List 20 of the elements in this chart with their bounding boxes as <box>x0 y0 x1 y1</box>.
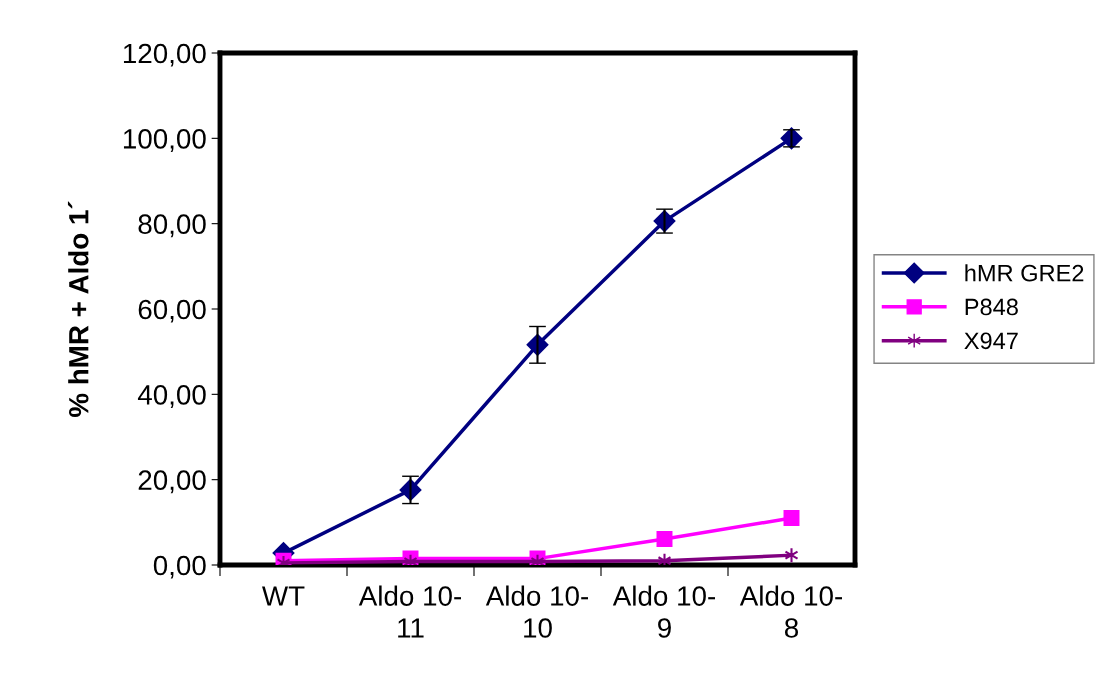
x-tick-label: Aldo 10- 8 <box>739 585 842 638</box>
y-tick-label: 60,00 <box>138 299 206 323</box>
x-tick-label: WT <box>262 586 305 606</box>
point <box>783 510 800 527</box>
point <box>657 552 672 565</box>
legend-label: X947 <box>964 332 1018 350</box>
legend-label: hMR GRE2 <box>965 264 1084 282</box>
y-tick-label: 40,00 <box>137 385 206 408</box>
x-tick-label: Aldo 10- 9 <box>612 585 715 638</box>
x-tick-label: Aldo 10- 11 <box>358 585 461 638</box>
y-tick-label: 20,00 <box>138 470 206 494</box>
point <box>656 530 673 547</box>
y-axis-title: % hMR + Aldo 1´ <box>67 201 89 417</box>
y-tick-label: 120,00 <box>123 43 206 67</box>
x-tick-label: Aldo 10- 10 <box>485 585 588 638</box>
point <box>784 547 799 564</box>
y-tick-label: 100,00 <box>123 129 206 152</box>
legend-label: P848 <box>965 298 1018 316</box>
y-tick-label: 0,00 <box>153 555 206 579</box>
y-tick-label: 80,00 <box>138 214 206 238</box>
